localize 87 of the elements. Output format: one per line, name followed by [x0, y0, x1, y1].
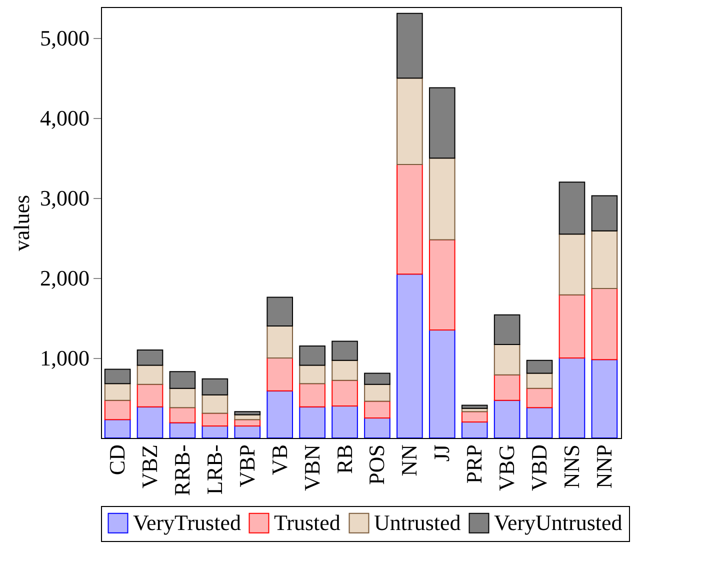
bar [266, 358, 294, 392]
bar [136, 350, 164, 366]
legend-label: VeryUntrusted [494, 510, 622, 536]
bar [136, 384, 164, 408]
bar [558, 182, 586, 235]
bar [104, 383, 131, 401]
x-tick-label: VBZ [137, 444, 162, 488]
x-tick-label: NN [396, 444, 422, 476]
bar [364, 418, 390, 438]
y-tick-label: 1,000 [40, 346, 90, 371]
bar [202, 378, 228, 396]
bar [396, 164, 423, 275]
bar [396, 78, 423, 166]
bar [526, 407, 553, 438]
legend-label: Trusted [274, 510, 340, 536]
x-tick-label: NNS [558, 444, 584, 489]
bar [364, 400, 390, 419]
bar [104, 419, 131, 438]
x-tick-label: NNP [591, 444, 616, 489]
y-tick-label: 3,000 [40, 186, 90, 211]
bar [461, 422, 488, 438]
bar [526, 372, 553, 389]
bar [526, 360, 553, 374]
bar [169, 371, 196, 389]
bar [332, 340, 358, 361]
bar [558, 358, 586, 438]
bar [266, 296, 294, 327]
x-tick-label: VBD [526, 444, 552, 491]
bar [202, 426, 228, 438]
bar [299, 346, 326, 366]
bar [396, 12, 423, 79]
bar [234, 426, 261, 438]
bar [494, 400, 520, 438]
bar [299, 406, 326, 438]
bar [332, 380, 358, 407]
bar [526, 388, 553, 408]
x-tick-label: POS [364, 444, 390, 485]
legend-label: VeryTrusted [133, 510, 241, 536]
bar [494, 344, 520, 376]
bar [364, 384, 390, 402]
bar [332, 360, 358, 381]
bar [364, 372, 390, 385]
x-tick-label: VBP [234, 444, 260, 488]
bar [299, 364, 326, 384]
bar [558, 234, 586, 296]
y-axis-title: values [9, 194, 34, 252]
bar [591, 195, 618, 232]
bar [234, 411, 261, 416]
x-tick-label: VB [266, 444, 292, 476]
bar [494, 374, 520, 401]
x-tick-label: RRB- [169, 444, 194, 496]
x-tick-label: LRB- [202, 444, 227, 495]
bar [299, 383, 326, 408]
bar [428, 330, 456, 438]
bar [169, 422, 196, 438]
bar [461, 411, 488, 423]
bar [136, 406, 164, 438]
y-tick-label: 4,000 [40, 106, 90, 131]
bar [494, 314, 520, 345]
bar [136, 364, 164, 385]
bar [558, 294, 586, 359]
bar [591, 230, 618, 289]
bar [169, 388, 196, 408]
bar [169, 407, 196, 424]
bar [104, 400, 131, 420]
bar [591, 359, 618, 438]
y-tick-label: 5,000 [40, 26, 90, 51]
bar [461, 404, 488, 409]
bar [266, 390, 294, 438]
x-tick-label: VBG [494, 444, 520, 491]
y-tick-label: 2,000 [40, 266, 90, 291]
legend-label: Untrusted [374, 510, 461, 536]
bar [591, 288, 618, 360]
bar [396, 274, 423, 438]
bar [202, 412, 228, 427]
bar [266, 326, 294, 359]
bar [428, 158, 456, 240]
bar [428, 239, 456, 331]
bar [202, 394, 228, 414]
bar [104, 368, 131, 384]
x-tick-label: CD [104, 444, 130, 476]
x-tick-label: PRP [462, 444, 487, 484]
x-tick-label: VBN [299, 444, 324, 491]
bar [332, 406, 358, 438]
x-tick-label: JJ [429, 444, 454, 462]
bar [428, 87, 456, 159]
x-tick-label: RB [332, 444, 357, 474]
